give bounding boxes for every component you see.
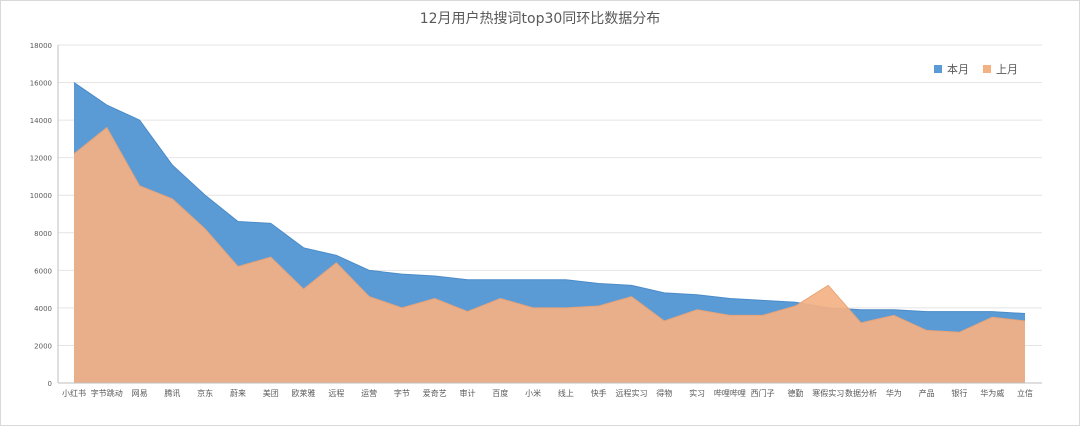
- area-series-1: [74, 127, 1025, 383]
- x-tick-label: 线上: [558, 388, 574, 398]
- x-tick-label: 爱奇艺: [423, 388, 447, 398]
- gridlines: [58, 44, 1042, 346]
- y-tick-label: 0: [48, 380, 52, 388]
- legend-label-last-month: 上月: [996, 63, 1018, 76]
- x-tick-label: 审计: [460, 388, 476, 398]
- y-tick-label: 10000: [30, 192, 52, 200]
- y-tick-label: 18000: [30, 42, 52, 50]
- x-tick-label: 小米: [525, 388, 541, 398]
- x-tick-label: 字节: [394, 388, 410, 398]
- x-tick-labels: 小红书 字节跳动 网易 腾讯 京东 蔚来 美团 欧莱雅 远程 运营 字节 爱奇艺 审计 百度 小米 线上 快手远…: [62, 388, 1033, 398]
- x-tick-label: 运营: [361, 388, 377, 398]
- legend-swatch-this-month: [934, 65, 942, 73]
- x-tick-label: 美团: [263, 388, 279, 398]
- x-tick-label: 远程: [328, 389, 344, 398]
- y-tick-label: 4000: [34, 305, 52, 313]
- x-tick-label: 快手: [591, 388, 607, 398]
- x-tick-label: 欧莱雅: [292, 388, 316, 398]
- x-tick-label: 腾讯: [164, 388, 180, 398]
- legend: 本月 上月: [934, 61, 1018, 77]
- series-areas: [73, 82, 1026, 384]
- line-series-0: [73, 82, 1026, 315]
- x-tick-label: 华为: [886, 388, 902, 398]
- axes: [57, 45, 1042, 384]
- x-tick-label: 字节跳动: [91, 388, 123, 398]
- legend-swatch-last-month: [983, 65, 991, 73]
- y-tick-label: 12000: [30, 155, 52, 163]
- x-tick-label: 哔哩哔哩: [714, 389, 746, 398]
- x-tick-label: 实习: [689, 388, 705, 398]
- x-tick-label: 立信: [1017, 388, 1033, 398]
- y-tick-label: 6000: [34, 267, 52, 275]
- legend-label-this-month: 本月: [947, 63, 969, 76]
- x-tick-label: 网易: [132, 389, 148, 398]
- y-tick-label: 16000: [30, 80, 52, 88]
- x-tick-label: 蔚来: [230, 388, 246, 398]
- chart-title: 12月用户热搜词top30同环比数据分布: [419, 11, 661, 27]
- x-tick-label: 银行: [951, 388, 967, 398]
- x-tick-label: 寒假实习: [812, 388, 844, 398]
- x-tick-label: 得物: [656, 388, 672, 398]
- line-series-1: [73, 126, 1026, 333]
- x-tick-label: 京东: [197, 388, 213, 398]
- y-tick-label: 2000: [34, 342, 52, 350]
- legend-item-last-month: 上月: [983, 61, 1018, 77]
- x-tick-label: 产品: [919, 388, 935, 398]
- x-tick-label: 德勤: [787, 388, 803, 398]
- x-tick-label: 小红书: [62, 388, 86, 398]
- x-tick-label: 华为威: [980, 388, 1004, 398]
- y-tick-labels: 0 2000 4000 6000 8000 10000 12000 14000 16000 180…: [30, 42, 52, 388]
- y-tick-label: 14000: [30, 117, 52, 125]
- x-tick-label: 数据分析: [845, 388, 877, 398]
- x-tick-label: 远程实习: [615, 388, 647, 398]
- x-tick-label: 百度: [492, 388, 508, 398]
- y-tick-label: 8000: [34, 230, 52, 238]
- legend-item-this-month: 本月: [934, 61, 969, 77]
- x-tick-label: 西门子: [751, 388, 775, 398]
